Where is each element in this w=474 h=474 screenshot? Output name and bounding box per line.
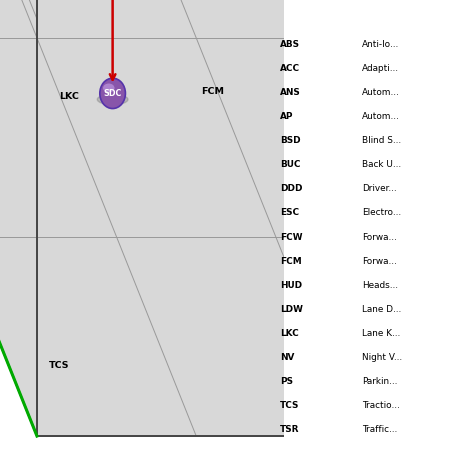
Text: Anti-lo...: Anti-lo... xyxy=(362,40,399,49)
Text: Forwa...: Forwa... xyxy=(362,233,397,241)
Polygon shape xyxy=(0,0,37,436)
Text: Tractio...: Tractio... xyxy=(362,401,400,410)
Text: Back U...: Back U... xyxy=(362,160,401,169)
Text: FCM: FCM xyxy=(280,256,302,265)
Text: FCM: FCM xyxy=(201,87,224,95)
Text: Traffic...: Traffic... xyxy=(362,425,397,434)
Text: NV: NV xyxy=(280,353,295,362)
Text: Night V...: Night V... xyxy=(362,353,402,362)
Text: PS: PS xyxy=(280,377,293,386)
Text: ACC: ACC xyxy=(280,64,301,73)
Text: Lane D...: Lane D... xyxy=(362,305,401,314)
Text: LDW: LDW xyxy=(280,305,303,314)
Text: BSD: BSD xyxy=(280,136,301,145)
Text: Autom...: Autom... xyxy=(362,88,400,97)
Text: Forwa...: Forwa... xyxy=(362,256,397,265)
Text: Blind S...: Blind S... xyxy=(362,136,401,145)
Text: ESC: ESC xyxy=(280,209,300,218)
Text: SDC: SDC xyxy=(103,89,122,98)
Text: HUD: HUD xyxy=(280,281,302,290)
Text: Heads...: Heads... xyxy=(362,281,398,290)
Text: BUC: BUC xyxy=(280,160,301,169)
Text: Autom...: Autom... xyxy=(362,112,400,121)
Text: LKC: LKC xyxy=(280,329,299,338)
Polygon shape xyxy=(0,0,474,436)
Ellipse shape xyxy=(103,83,115,92)
Text: ABS: ABS xyxy=(280,40,301,49)
Text: Parkin...: Parkin... xyxy=(362,377,397,386)
Text: TCS: TCS xyxy=(280,401,300,410)
Text: AP: AP xyxy=(280,112,294,121)
Ellipse shape xyxy=(100,78,126,109)
Text: Driver...: Driver... xyxy=(362,184,397,193)
Text: TCS: TCS xyxy=(49,361,69,370)
Text: DDD: DDD xyxy=(280,184,303,193)
Text: LKC: LKC xyxy=(59,92,79,101)
Text: Electro...: Electro... xyxy=(362,209,401,218)
Text: ANS: ANS xyxy=(280,88,301,97)
Text: Adapti...: Adapti... xyxy=(362,64,399,73)
Text: TSR: TSR xyxy=(280,425,300,434)
Ellipse shape xyxy=(97,94,128,105)
Text: FCW: FCW xyxy=(280,233,303,241)
Text: Lane K...: Lane K... xyxy=(362,329,400,338)
